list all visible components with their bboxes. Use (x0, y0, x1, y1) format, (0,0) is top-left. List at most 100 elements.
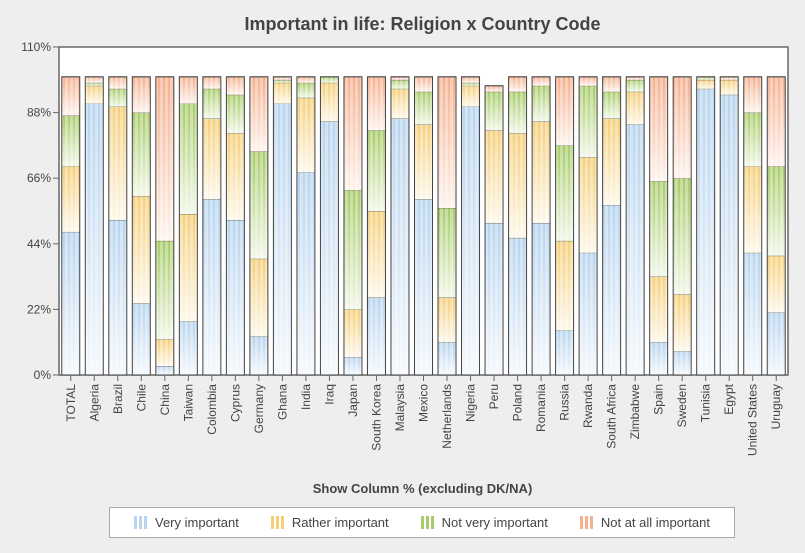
bar-stack[interactable] (178, 76, 198, 376)
bar-stack[interactable] (461, 76, 481, 376)
chart-title: Important in life: Religion x Country Co… (244, 14, 601, 34)
bar-stack[interactable] (649, 76, 669, 376)
x-tick-label: Iraq (322, 384, 336, 405)
legend-item[interactable]: Very important (134, 515, 239, 530)
bar-segment-stripe (179, 76, 198, 104)
bar-stack[interactable] (296, 76, 316, 376)
legend-item[interactable]: Not very important (420, 515, 548, 530)
bar-stack[interactable] (602, 76, 622, 376)
bar-stack[interactable] (272, 76, 292, 376)
bar-stack[interactable] (696, 76, 716, 376)
bar-segment-stripe (673, 76, 692, 179)
bar-segment-stripe (367, 297, 386, 375)
bar-segment-stripe (226, 76, 245, 95)
legend-item[interactable]: Not at all important (579, 515, 710, 530)
x-axis: TOTAL Algeria Brazil Chile China Taiwan Colomb… (64, 375, 783, 456)
bar-stack[interactable] (155, 76, 175, 376)
bar-segment-stripe (767, 166, 786, 256)
bar-segment-stripe (461, 85, 480, 107)
bar-segment-stripe (532, 76, 551, 86)
bar-stack[interactable] (108, 76, 128, 376)
bar-segment-stripe (555, 76, 574, 146)
bar-stack[interactable] (225, 76, 245, 376)
x-tick-label: Ghana (275, 384, 289, 420)
bar-stack[interactable] (61, 76, 81, 376)
legend-swatch (270, 516, 284, 529)
x-tick-label: Taiwan (181, 384, 195, 421)
x-tick-label: Romania (534, 384, 548, 432)
bar-segment-stripe (61, 115, 80, 167)
bar-segment-stripe (626, 91, 645, 125)
bar-stack[interactable] (743, 76, 763, 376)
bar-stack[interactable] (414, 76, 433, 376)
x-tick-label: Germany (252, 384, 266, 433)
bar-segment-stripe (532, 85, 551, 122)
bar-segment-stripe (673, 294, 692, 352)
x-tick-label: Malaysia (393, 384, 407, 432)
bar-segment-stripe (85, 82, 104, 86)
bar-segment-stripe (226, 133, 245, 220)
bar-stack[interactable] (249, 76, 269, 376)
bar-segment-stripe (249, 336, 268, 375)
bar-segment-stripe (249, 76, 268, 152)
bar-segment-stripe (485, 222, 504, 375)
y-tick-label: 22% (27, 302, 51, 316)
bar-stack[interactable] (508, 76, 528, 376)
y-axis: 0% 22% 44% 66% 88% 110% (21, 40, 59, 382)
bar-segment-stripe (296, 76, 315, 83)
bar-stack[interactable] (719, 76, 739, 376)
bar-stack[interactable] (366, 76, 386, 376)
y-tick-label: 44% (27, 237, 51, 251)
bar-segment-stripe (461, 76, 480, 83)
x-tick-label: TOTAL (64, 384, 78, 422)
bar-segment-stripe (579, 157, 598, 253)
x-tick-label: Sweden (675, 384, 689, 427)
bar-segment-stripe (673, 351, 692, 375)
x-tick-label: Cyprus (228, 384, 242, 422)
legend-swatch (420, 516, 434, 529)
bars (61, 76, 786, 376)
bar-stack[interactable] (672, 76, 692, 376)
bar-segment-stripe (108, 106, 127, 220)
bar-segment-stripe (508, 91, 527, 134)
bar-stack[interactable] (202, 76, 222, 376)
bar-stack[interactable] (437, 76, 457, 376)
bar-stack[interactable] (390, 76, 410, 376)
bar-stack[interactable] (531, 76, 551, 376)
y-tick-label: 66% (27, 171, 51, 185)
bar-segment-stripe (743, 166, 762, 253)
bar-stack[interactable] (625, 76, 645, 376)
bar-segment-stripe (485, 130, 504, 223)
bar-segment-stripe (390, 76, 409, 80)
bar-segment-stripe (508, 133, 527, 238)
bar-segment-stripe (508, 237, 527, 375)
bar-stack[interactable] (766, 76, 786, 376)
bar-stack[interactable] (555, 76, 575, 376)
x-tick-label: South Korea (369, 384, 383, 451)
x-tick-label: Egypt (722, 383, 736, 414)
bar-segment-stripe (132, 76, 151, 113)
x-tick-label: Colombia (205, 384, 219, 435)
legend-item[interactable]: Rather important (270, 515, 389, 530)
bar-segment-stripe (320, 76, 339, 83)
bar-segment-stripe (626, 124, 645, 375)
bar-segment-stripe (626, 76, 645, 80)
bar-segment-stripe (414, 91, 433, 125)
bar-segment-stripe (155, 366, 174, 375)
bar-segment-stripe (85, 103, 104, 376)
bar-segment-stripe (132, 196, 151, 304)
bar-stack[interactable] (131, 76, 151, 376)
bar-segment-stripe (743, 252, 762, 375)
y-tick-label: 88% (27, 106, 51, 120)
bar-stack[interactable] (84, 76, 104, 376)
bar-segment-stripe (155, 76, 174, 241)
bar-segment-stripe (155, 240, 174, 340)
x-tick-label: Mexico (417, 384, 431, 422)
bar-segment-stripe (743, 76, 762, 113)
bar-segment-stripe (249, 258, 268, 337)
bar-stack[interactable] (343, 76, 363, 376)
bar-stack[interactable] (578, 76, 598, 376)
bar-stack[interactable] (484, 85, 504, 376)
bar-stack[interactable] (319, 76, 339, 376)
bar-segment-stripe (767, 255, 786, 313)
